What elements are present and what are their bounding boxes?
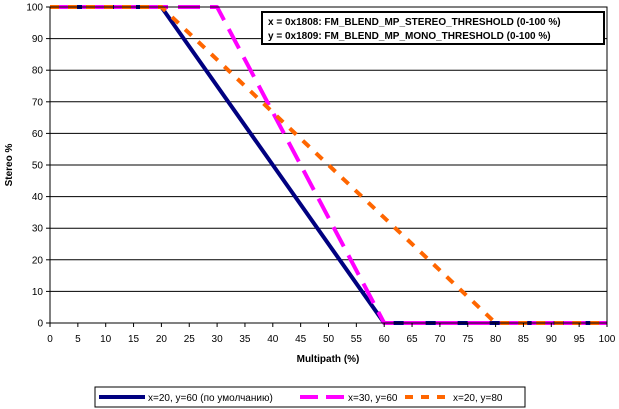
x-tick-label: 45 — [295, 334, 307, 345]
x-tick-label: 55 — [351, 334, 363, 345]
x-tick-label: 70 — [434, 334, 446, 345]
x-tick-label: 25 — [184, 334, 196, 345]
annotation-line-x: x = 0x1808: FM_BLEND_MP_STEREO_THRESHOLD… — [268, 17, 561, 28]
y-tick-label: 10 — [32, 287, 44, 298]
legend: x=20, y=60 (по умолчанию) x=30, y=60 x=20,… — [94, 386, 526, 408]
legend-label-2: x=30, y=60 — [348, 393, 398, 404]
y-tick-label: 40 — [32, 192, 44, 203]
x-tick-label: 100 — [599, 334, 616, 345]
y-axis-title: Stereo % — [4, 143, 15, 186]
legend-label-3: x=20, y=80 — [453, 393, 503, 404]
x-tick-label: 20 — [156, 334, 168, 345]
annotation-frame — [261, 11, 605, 45]
legend-items: x=20, y=60 (по умолчанию) x=30, y=60 x=20,… — [99, 393, 503, 404]
x-tick-label: 5 — [75, 334, 81, 345]
y-tick-label: 90 — [32, 34, 44, 45]
grid-layer — [50, 6, 607, 324]
y-tick-label: 0 — [37, 319, 43, 330]
y-tick-label: 100 — [26, 3, 43, 14]
x-axis-title: Multipath (%) — [297, 354, 360, 365]
x-tick-label: 85 — [518, 334, 530, 345]
y-tick-label: 50 — [32, 161, 44, 172]
y-tick-label: 20 — [32, 255, 44, 266]
y-tick-label: 80 — [32, 66, 44, 77]
x-tick-label: 15 — [128, 334, 140, 345]
x-tick-label: 95 — [574, 334, 586, 345]
x-tick-label: 50 — [323, 334, 335, 345]
x-tick-label: 80 — [490, 334, 502, 345]
y-tick-label: 70 — [32, 97, 44, 108]
x-tick-label: 65 — [406, 334, 418, 345]
y-tick-label: 60 — [32, 129, 44, 140]
y-tick-label: 30 — [32, 224, 44, 235]
x-tick-label: 40 — [267, 334, 279, 345]
annotation-line-y: y = 0x1809: FM_BLEND_MP_MONO_THRESHOLD (… — [268, 31, 551, 42]
x-tick-label: 0 — [47, 334, 53, 345]
x-tick-label: 10 — [100, 334, 112, 345]
annotation-box: x = 0x1808: FM_BLEND_MP_STEREO_THRESHOLD… — [261, 11, 605, 45]
x-tick-label: 30 — [212, 334, 224, 345]
axis-layer: 0 10 20 30 40 50 60 70 80 90 100 0 5 10 15 20 25 30 35 40 45… — [26, 3, 615, 346]
x-tick-label: 75 — [462, 334, 474, 345]
x-tick-label: 60 — [379, 334, 391, 345]
legend-label-1: x=20, y=60 (по умолчанию) — [148, 393, 273, 404]
x-tick-label: 90 — [546, 334, 558, 345]
x-tick-label: 35 — [239, 334, 251, 345]
